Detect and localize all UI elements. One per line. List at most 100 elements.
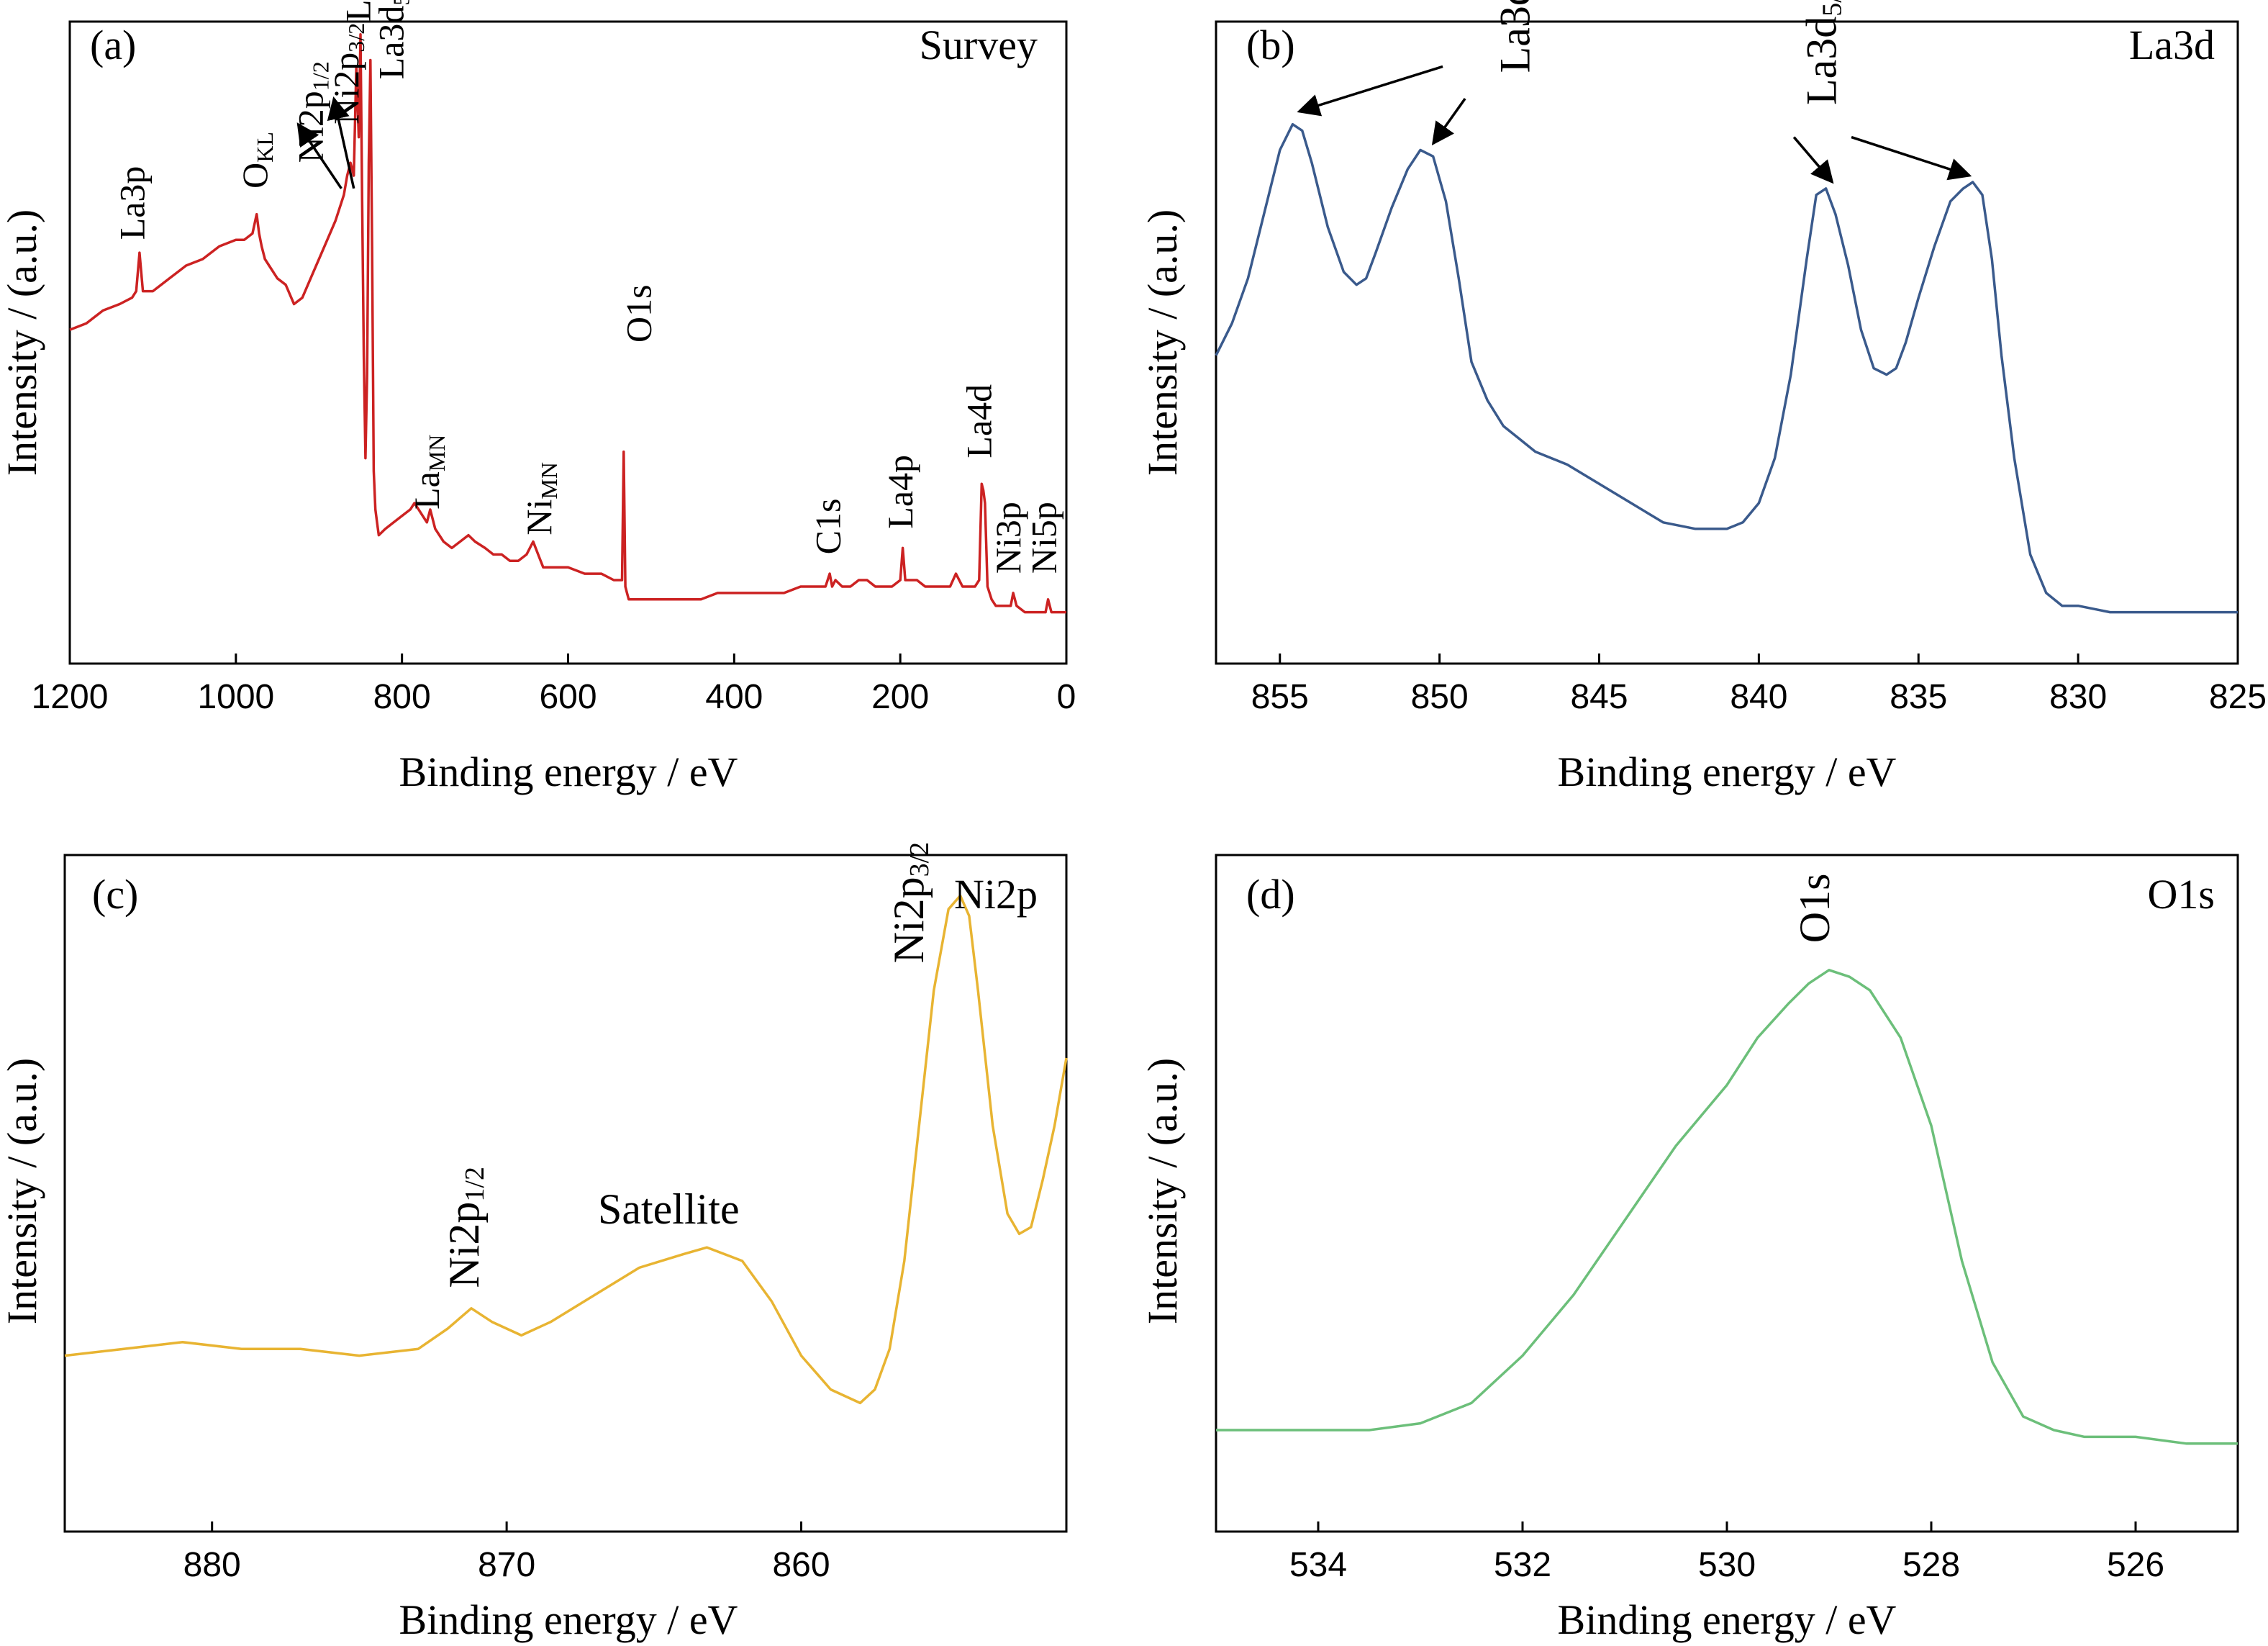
peak-label: O1s (619, 284, 659, 343)
survey-spectrum-group (69, 33, 1066, 614)
peak-label-subscript: 1/2 (308, 61, 334, 91)
annotation-arrow (1431, 98, 1466, 146)
x-axis-ticks: 855 850 845 840 835 830 825 (1251, 654, 2267, 716)
x-tick-label: 870 (478, 1546, 535, 1584)
x-tick-label: 0 (1057, 678, 1076, 716)
peak-label: Ni2p3/2 (885, 842, 935, 964)
peak-label: La3d5/2 (371, 0, 414, 79)
annotation-arrow (1297, 65, 1443, 117)
x-tick-label: 825 (2209, 678, 2267, 716)
annotation-arrow (296, 122, 343, 189)
peak-label-text: La3d (1491, 0, 1538, 73)
y-axis-label: Intensity / (a.u.) (0, 209, 45, 476)
peak-label: O1s (1791, 874, 1838, 944)
y-axis-label: Intensity / (a.u.) (1139, 1058, 1186, 1324)
x-axis-label: Binding energy / eV (1558, 1596, 1897, 1643)
x-tick-label: 835 (1890, 678, 1947, 716)
y-axis-label: Intensity / (a.u.) (0, 1058, 45, 1324)
x-tick-label: 528 (1902, 1546, 1960, 1584)
panel-label: (b) (1246, 22, 1295, 68)
x-tick-label: 530 (1698, 1546, 1756, 1584)
panel-title: O1s (2148, 871, 2215, 918)
x-axis-label: Binding energy / eV (399, 1596, 738, 1643)
peak-label-text: La4p (880, 455, 920, 529)
x-tick-label: 526 (2107, 1546, 2164, 1584)
panel-label: (c) (92, 871, 138, 918)
peak-label: La3d5/2 (1797, 0, 1847, 105)
x-tick-label: 400 (705, 678, 763, 716)
peak-label: La4d (959, 384, 999, 458)
x-tick-label: 860 (772, 1546, 830, 1584)
x-tick-label: 600 (539, 678, 597, 716)
o1s-spectrum-group (1216, 969, 2238, 1445)
x-axis-label: Binding energy / eV (1558, 749, 1897, 795)
x-tick-label: 200 (871, 678, 929, 716)
panel-survey: 1200 1000 800 600 400 200 0 La3p OKL Ni2p1/2Ni2p… (0, 0, 1076, 795)
peak-label-text: Satellite (598, 1185, 740, 1233)
la3d-spectrum-group (1215, 122, 2238, 614)
peak-label: Ni3p (988, 502, 1028, 574)
peak-label-text: C1s (808, 499, 848, 555)
peak-label-text: La3d (338, 0, 378, 22)
x-tick-label: 800 (373, 678, 431, 716)
peak-label: Ni5p (1024, 502, 1064, 574)
peak-label-subscript: 5/2 (389, 0, 414, 6)
peak-label: OKL (235, 132, 278, 189)
x-tick-label: 532 (1494, 1546, 1551, 1584)
peak-label: Satellite (598, 1185, 740, 1233)
x-tick-label: 840 (1730, 678, 1787, 716)
plot-frame (63, 854, 1068, 1533)
annotation-arrow (327, 96, 355, 189)
peak-label-subscript: MN (536, 462, 562, 499)
plot-frame (1215, 20, 2239, 665)
peak-label-text: Ni3p (988, 502, 1028, 574)
peak-annotations: La3pOKLNi2p1/2Ni2p3/2La3d3/2La3d5/2O1sLa… (112, 0, 1064, 574)
x-tick-label: 850 (1411, 678, 1469, 716)
peak-label-text: Ni5p (1024, 502, 1064, 574)
panel-title: Ni2p (954, 871, 1038, 918)
ni2p-spectrum-group (64, 894, 1068, 1405)
x-tick-label: 855 (1251, 678, 1309, 716)
peak-label: Ni2p3/2 (327, 23, 370, 125)
panel-label: (d) (1246, 871, 1295, 918)
panel-o1s: 534 532 530 528 526 O1s (d) O1s Binding ener… (1139, 854, 2239, 1643)
annotation-arrow (1851, 135, 1972, 181)
x-tick-label: 830 (2049, 678, 2107, 716)
x-axis-label: Binding energy / eV (399, 749, 738, 795)
peak-label-text: Ni (519, 499, 559, 535)
peak-label-text: Ni2p (327, 53, 367, 125)
peak-label-subscript: 1/2 (460, 1167, 490, 1202)
x-tick-label: 1000 (197, 678, 274, 716)
peak-label: Ni2p1/2 (440, 1167, 490, 1288)
peak-annotations: O1s (1791, 874, 1838, 944)
peak-annotations: Ni2p1/2 Satellite Ni2p3/2 (440, 842, 935, 1288)
peak-label: La4p (880, 455, 920, 529)
peak-annotations: La3d3/2La3d5/2 (1297, 0, 1972, 184)
y-axis-label: Intensity / (a.u.) (1139, 209, 1186, 476)
peak-label-subscript: 5/2 (1817, 0, 1847, 17)
x-axis-ticks: 534 532 530 528 526 (1289, 1521, 2164, 1584)
peak-label-text: Ni2p (440, 1202, 488, 1288)
spectrum-line (64, 894, 1068, 1405)
peak-label-subscript: MN (424, 435, 450, 472)
spectrum-line (69, 33, 1066, 614)
panel-title: La3d (2129, 22, 2215, 68)
peak-label-text: Ni2p (291, 91, 331, 163)
peak-label-subscript: KL (252, 132, 278, 163)
peak-label-text: La3p (112, 166, 153, 240)
peak-label-text: La3d (1797, 17, 1845, 105)
panel-label: (a) (90, 22, 136, 68)
spectrum-line (1216, 969, 2238, 1445)
x-tick-label: 880 (183, 1546, 241, 1584)
peak-label-text: O1s (1791, 874, 1838, 944)
peak-label-subscript: 3/2 (343, 23, 369, 53)
peak-label: La3d3/2 (338, 0, 381, 22)
peak-label: NiMN (519, 462, 562, 535)
peak-label: La3p (112, 166, 153, 240)
peak-label: La3d3/2 (1491, 0, 1541, 73)
peak-label: LaMN (407, 435, 450, 510)
peak-label-text: La3d (371, 6, 412, 80)
peak-label-text: O (235, 163, 276, 189)
